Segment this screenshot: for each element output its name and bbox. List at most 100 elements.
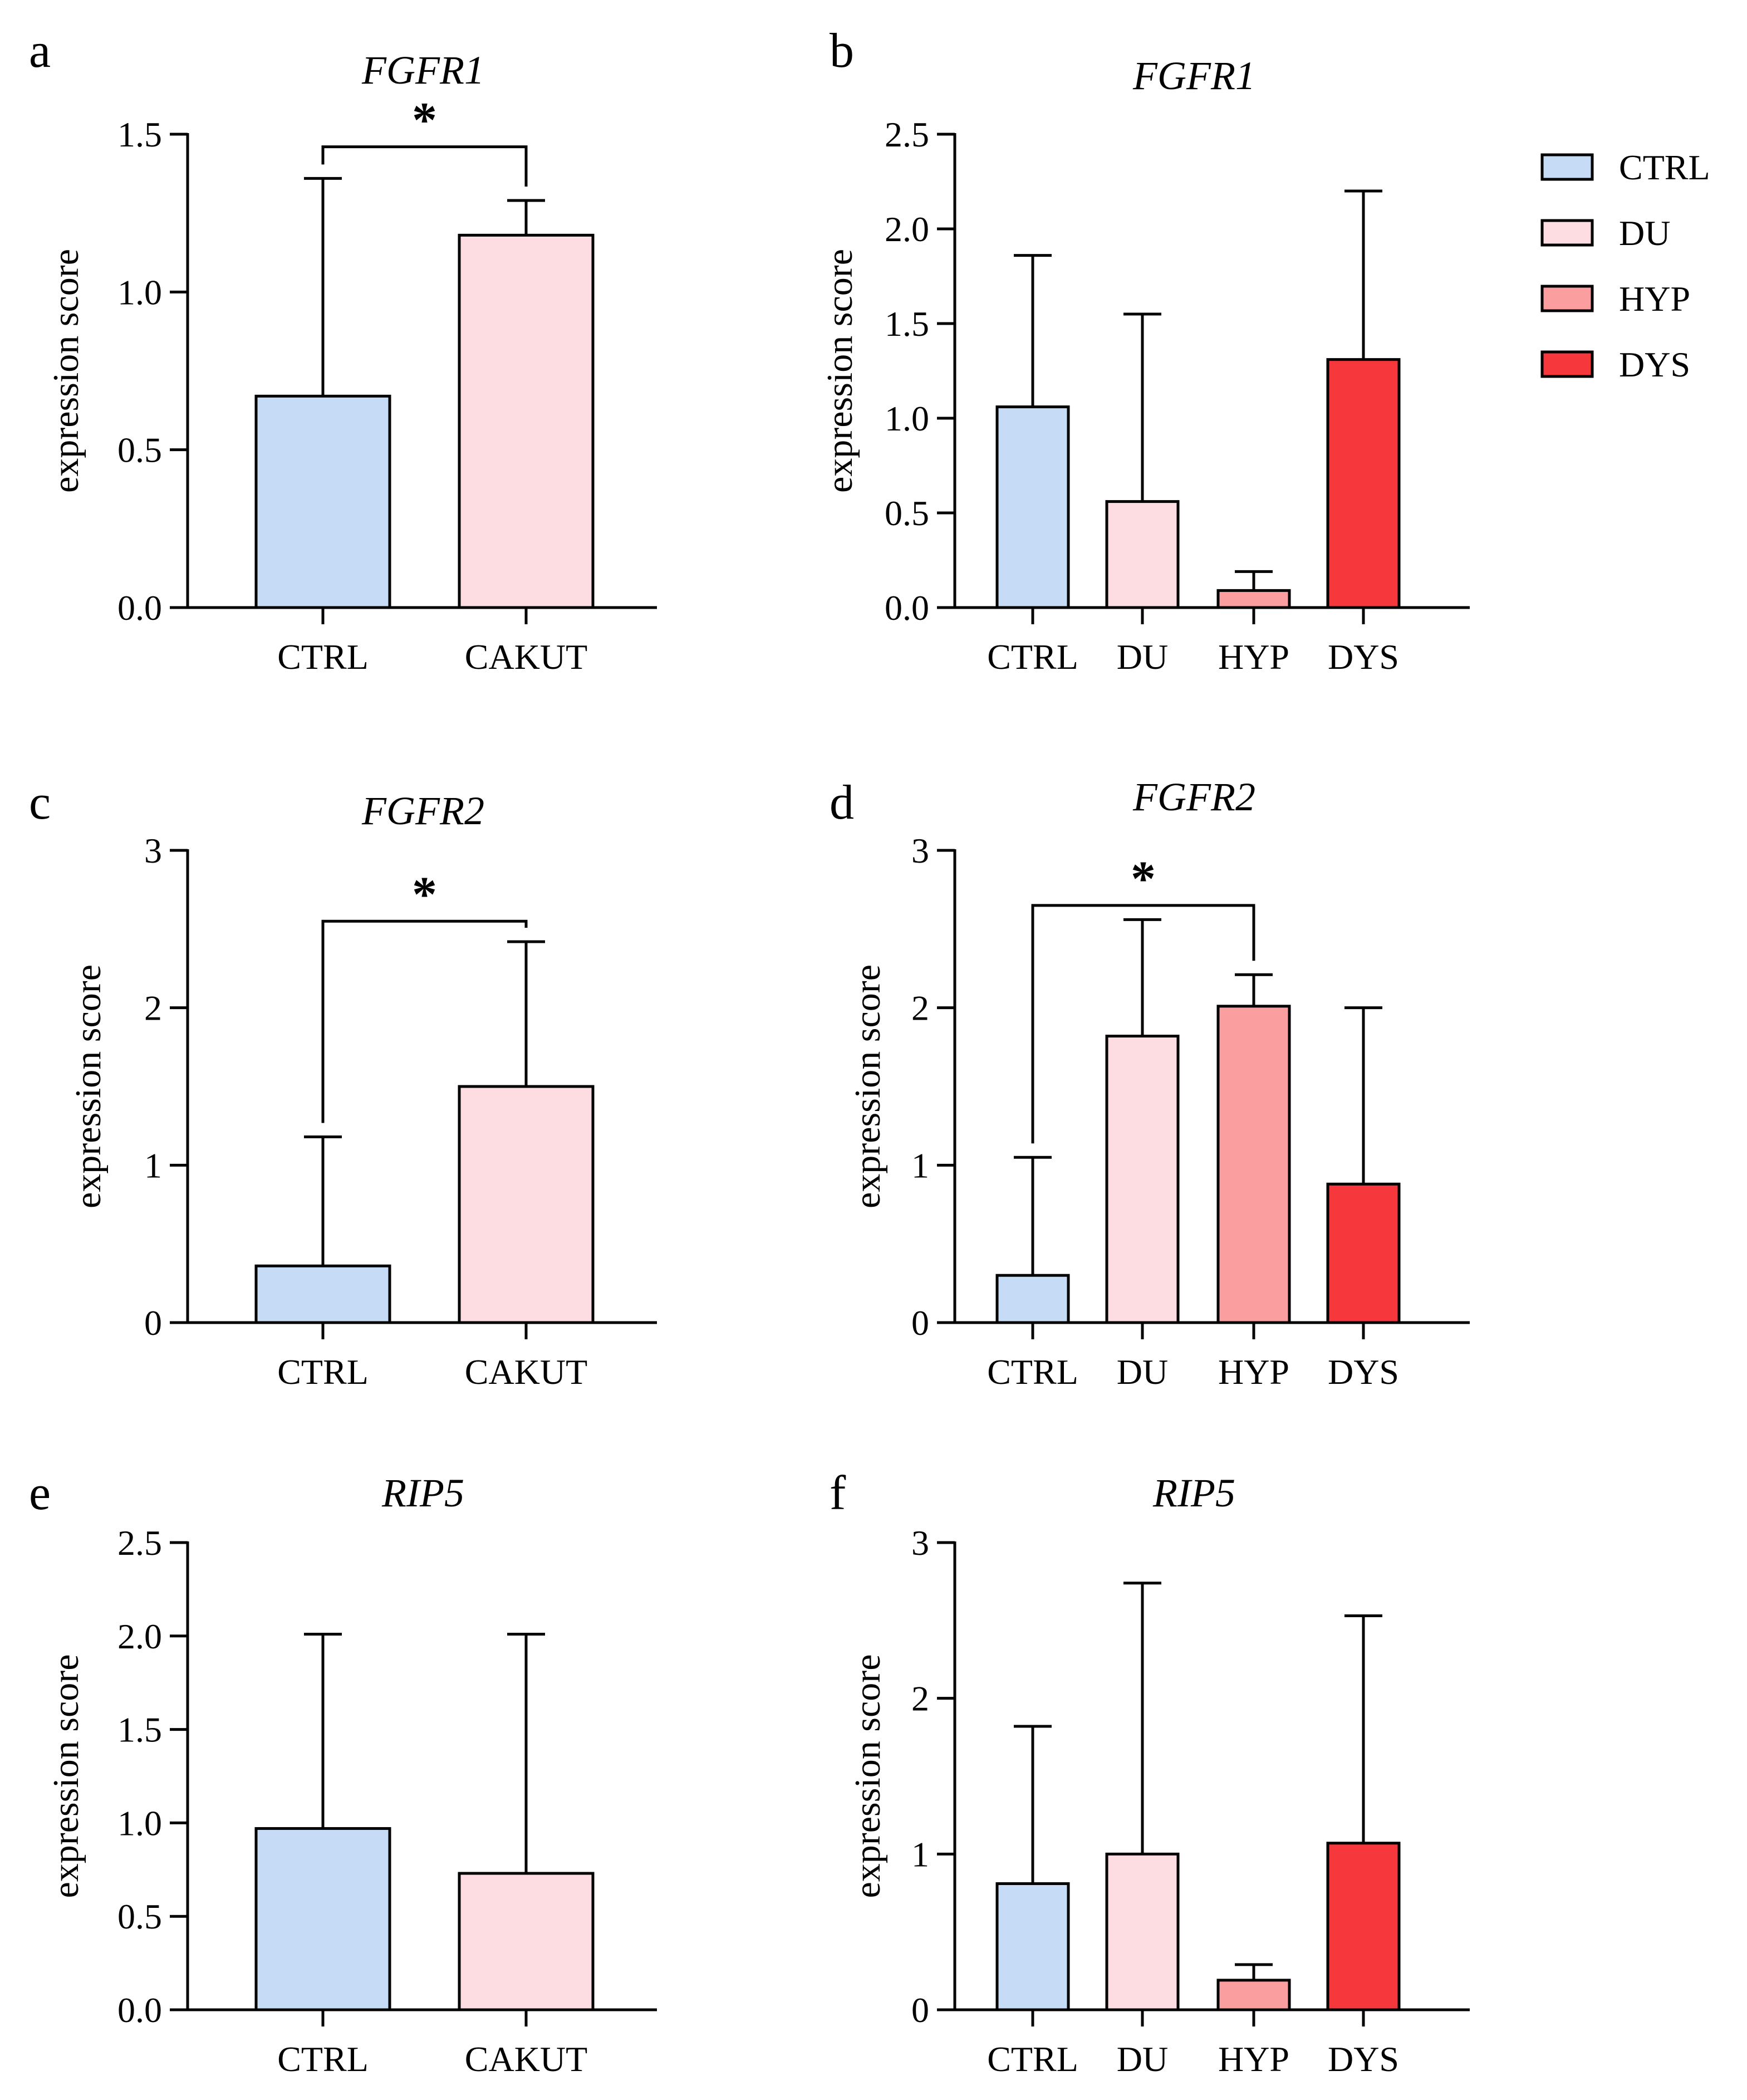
bar-du — [1105, 500, 1180, 609]
y-axis-label: expression score — [46, 1654, 86, 1898]
y-tick-label: 0.0 — [117, 588, 162, 628]
x-tick-label: CTRL — [987, 2039, 1078, 2079]
y-tick-label: 1.0 — [885, 399, 929, 438]
y-tick-label: 2 — [911, 988, 929, 1028]
x-tick-label: CTRL — [277, 2039, 369, 2079]
bar-hyp — [1216, 1005, 1291, 1324]
chart-title: FGFR2 — [361, 789, 484, 833]
chart-title: RIP5 — [381, 1471, 464, 1515]
x-tick-label: CTRL — [277, 637, 369, 677]
y-tick-label: 1.5 — [117, 115, 162, 154]
legend-label-hyp: HYP — [1619, 279, 1690, 319]
panel-letter: b — [830, 24, 854, 78]
chart-title: RIP5 — [1152, 1471, 1235, 1515]
panel-b: b FGFR1 expression score 0.0 0.5 1.0 1.5 2.0 2.5… — [819, 24, 1470, 677]
panel-c: c FGFR2 expression score 0 1 2 3 CTRL CAKUT * — [29, 776, 657, 1392]
y-tick-label: 3 — [911, 831, 929, 870]
bar-ctrl — [995, 1274, 1070, 1324]
legend-label-dys: DYS — [1619, 345, 1690, 384]
y-tick-label: 1 — [144, 1146, 162, 1185]
y-tick-label: 2 — [144, 988, 162, 1028]
y-tick-label: 0.0 — [885, 588, 929, 628]
x-tick-label: CTRL — [987, 1352, 1078, 1392]
x-tick-label: CTRL — [987, 637, 1078, 677]
x-tick-label: CAKUT — [465, 637, 587, 677]
y-axis-label: expression score — [68, 965, 109, 1208]
significance-bracket — [1031, 904, 1255, 1144]
bar-hyp — [1216, 589, 1291, 609]
legend-swatch-ctrl — [1540, 153, 1594, 181]
y-axis-label: expression score — [819, 249, 860, 493]
panel-a: a FGFR1 expression score 0.0 0.5 1.0 1.5 CTRL CA… — [29, 24, 657, 677]
bar-dys — [1326, 358, 1401, 609]
bar-ctrl — [254, 1264, 391, 1324]
bar-ctrl — [254, 394, 391, 609]
chart-title: FGFR1 — [361, 48, 484, 92]
y-tick-label: 1 — [911, 1146, 929, 1185]
x-tick-label: HYP — [1218, 2039, 1289, 2079]
y-tick-label: 0 — [144, 1303, 162, 1343]
y-tick-label: 0.5 — [117, 430, 162, 470]
y-tick-label: 2.5 — [117, 1523, 162, 1563]
bar-dys — [1326, 1182, 1401, 1324]
bar-dys — [1326, 1842, 1401, 2011]
y-tick-label: 0.0 — [117, 1990, 162, 2030]
y-axis-label: expression score — [847, 1654, 888, 1898]
y-tick-label: 3 — [911, 1523, 929, 1563]
y-tick-label: 0.5 — [885, 493, 929, 533]
bar-ctrl — [995, 405, 1070, 609]
significance-bracket — [321, 145, 528, 187]
y-tick-label: 0 — [911, 1990, 929, 2030]
y-axis-label: expression score — [46, 249, 86, 493]
legend: CTRL DU HYP DYS — [1540, 148, 1710, 384]
significance-marker: * — [412, 93, 437, 148]
x-tick-label: HYP — [1218, 1352, 1289, 1392]
legend-label-ctrl: CTRL — [1619, 148, 1710, 187]
legend-label-du: DU — [1619, 213, 1670, 253]
chart-title: FGFR2 — [1132, 775, 1255, 819]
chart-title: FGFR1 — [1132, 53, 1255, 98]
y-tick-label: 1.5 — [885, 304, 929, 344]
bar-cakut — [458, 233, 595, 609]
significance-marker: * — [1131, 851, 1156, 907]
legend-swatch-hyp — [1540, 285, 1594, 312]
x-tick-label: DU — [1117, 2039, 1168, 2079]
panel-letter: e — [29, 1466, 51, 1520]
y-tick-label: 1.0 — [117, 1803, 162, 1843]
y-tick-label: 1 — [911, 1834, 929, 1874]
y-tick-label: 0 — [911, 1303, 929, 1343]
x-tick-label: DYS — [1328, 1352, 1399, 1392]
panel-letter: c — [29, 776, 51, 830]
y-tick-label: 2.0 — [117, 1617, 162, 1656]
x-tick-label: CAKUT — [465, 2039, 587, 2079]
y-tick-label: 2 — [911, 1679, 929, 1719]
legend-swatch-dys — [1540, 350, 1594, 378]
panel-letter: d — [830, 776, 854, 830]
x-tick-label: DYS — [1328, 2039, 1399, 2079]
y-tick-label: 2.0 — [885, 209, 929, 249]
y-tick-label: 0.5 — [117, 1897, 162, 1936]
panel-f: f RIP5 expression score 0 1 2 3 CTRL DU HYP DYS — [830, 1466, 1470, 2079]
bar-ctrl — [995, 1882, 1070, 2011]
y-tick-label: 1.0 — [117, 272, 162, 312]
significance-bracket — [321, 919, 528, 1123]
x-tick-label: DYS — [1328, 637, 1399, 677]
y-axis-label: expression score — [847, 965, 888, 1208]
x-tick-label: CAKUT — [465, 1352, 587, 1392]
legend-swatch-du — [1540, 219, 1594, 247]
y-tick-label: 3 — [144, 831, 162, 870]
bar-du — [1105, 1852, 1180, 2011]
bar-du — [1105, 1035, 1180, 1324]
bar-ctrl — [254, 1827, 391, 2011]
y-tick-label: 1.5 — [117, 1710, 162, 1750]
panel-e: e RIP5 expression score 0.0 0.5 1.0 1.5 2.0 2.5 C… — [29, 1466, 657, 2079]
bar-cakut — [458, 1085, 595, 1324]
bar-cakut — [458, 1872, 595, 2011]
x-tick-label: DU — [1117, 1352, 1168, 1392]
significance-marker: * — [412, 867, 437, 922]
panel-letter: a — [29, 24, 51, 78]
panel-d: d FGFR2 expression score 0 1 2 3 CTRL DU HYP DYS * — [830, 775, 1470, 1392]
x-tick-label: DU — [1117, 637, 1168, 677]
bar-hyp — [1216, 1979, 1291, 2011]
